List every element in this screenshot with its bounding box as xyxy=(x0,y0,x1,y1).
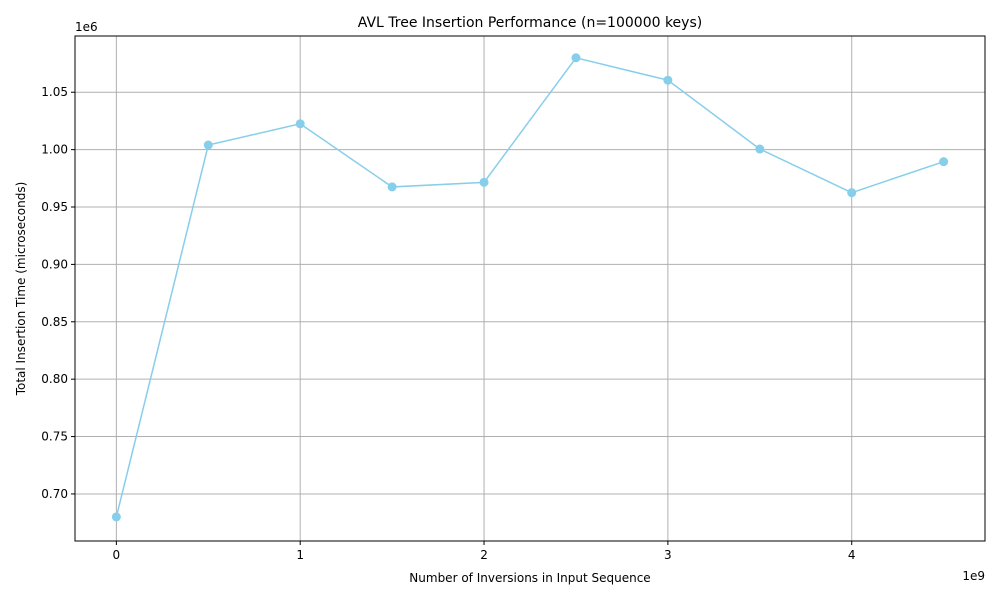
data-point xyxy=(387,182,397,192)
data-point xyxy=(939,157,949,167)
y-axis-label: Total Insertion Time (microseconds) xyxy=(14,182,28,397)
data-point xyxy=(203,140,213,150)
x-axis-label: Number of Inversions in Input Sequence xyxy=(409,571,650,585)
data-point xyxy=(755,144,765,154)
y-tick-label: 0.95 xyxy=(41,200,68,214)
y-tick-label: 1.05 xyxy=(41,85,68,99)
axes: 0 1 2 3 4 0.70 0.75 0.80 0.85 0.90 0.95 1.00 1.05 xyxy=(41,85,855,562)
series-layer xyxy=(111,53,949,522)
y-tick-label: 0.70 xyxy=(41,487,68,501)
data-point xyxy=(295,119,305,129)
x-axis-offset-label: 1e9 xyxy=(962,569,985,583)
chart-title: AVL Tree Insertion Performance (n=100000… xyxy=(358,15,702,31)
series-line xyxy=(115,56,944,518)
y-tick-label: 1.00 xyxy=(41,143,68,157)
plot-frame xyxy=(74,35,986,542)
data-point xyxy=(479,177,489,187)
data-point xyxy=(111,512,121,522)
grid xyxy=(75,36,985,541)
x-tick-label: 2 xyxy=(480,548,488,562)
y-tick-label: 0.80 xyxy=(41,372,68,386)
data-point xyxy=(571,53,581,63)
y-tick-label: 0.75 xyxy=(41,430,68,444)
x-tick-label: 4 xyxy=(848,548,856,562)
data-point xyxy=(663,75,673,85)
x-tick-label: 0 xyxy=(113,548,121,562)
y-tick-label: 0.85 xyxy=(41,315,68,329)
x-tick-label: 3 xyxy=(664,548,672,562)
y-tick-label: 0.90 xyxy=(41,257,68,271)
data-point xyxy=(847,188,857,198)
x-tick-label: 1 xyxy=(296,548,304,562)
y-axis-offset-label: 1e6 xyxy=(75,20,98,34)
